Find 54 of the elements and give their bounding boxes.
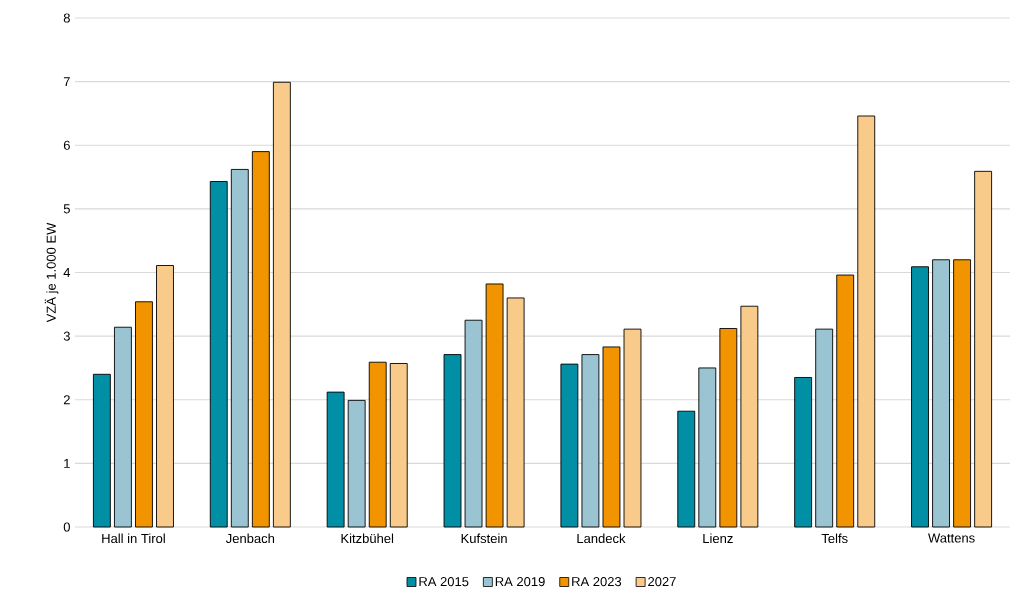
bar [230, 168, 249, 528]
x-tick-label: Wattens [928, 533, 975, 543]
bar [974, 170, 993, 528]
bar [272, 81, 291, 528]
bar [209, 181, 228, 528]
bar [464, 319, 483, 528]
legend-label: RA 2015 [419, 576, 469, 587]
bar [251, 151, 270, 528]
y-tick-label: 0 [63, 522, 70, 532]
y-axis-title: VZÄ je 1.000 EW [44, 222, 59, 323]
x-tick-label: Landeck [577, 533, 626, 544]
bar [857, 115, 876, 528]
y-tick-label: 1 [64, 458, 70, 468]
bar [156, 265, 174, 528]
bar [135, 301, 153, 528]
y-tick-label: 4 [63, 268, 71, 277]
bar [581, 354, 600, 528]
bar [92, 373, 111, 528]
bar [836, 274, 855, 528]
bar [719, 328, 738, 528]
y-tick-label: 7 [63, 77, 70, 87]
bar [326, 391, 345, 528]
bar [389, 363, 408, 528]
legend-label: 2027 [648, 576, 676, 587]
bar [443, 354, 462, 528]
bar [815, 328, 834, 528]
legend-label: RA 2023 [572, 576, 622, 587]
y-tick-label: 3 [63, 331, 70, 341]
bar [485, 283, 504, 528]
bar [347, 399, 366, 528]
bar [932, 259, 950, 528]
y-tick-label: 5 [63, 204, 70, 214]
x-tick-label: Kitzbühel [341, 533, 394, 544]
y-tick-label: 8 [63, 13, 70, 23]
x-tick-label: Hall in Tirol [102, 533, 165, 544]
bar [506, 297, 525, 528]
bar [740, 305, 759, 528]
bar [368, 361, 387, 528]
bar [623, 328, 642, 528]
bar [698, 367, 717, 528]
legend-label: RA 2019 [495, 576, 545, 587]
y-tick-label: 6 [63, 140, 70, 150]
bar [114, 326, 132, 528]
x-tick-label: Lienz [703, 533, 733, 544]
bar [602, 346, 621, 528]
x-tick-label: Kufstein [461, 533, 507, 544]
bar [794, 377, 813, 528]
y-tick-label: 2 [63, 395, 70, 405]
x-tick-label: Telfs [821, 533, 848, 544]
bar [560, 363, 579, 528]
bar [953, 259, 972, 528]
bar [677, 410, 696, 528]
bar [911, 266, 929, 528]
x-tick-label: Jenbach [225, 533, 275, 544]
